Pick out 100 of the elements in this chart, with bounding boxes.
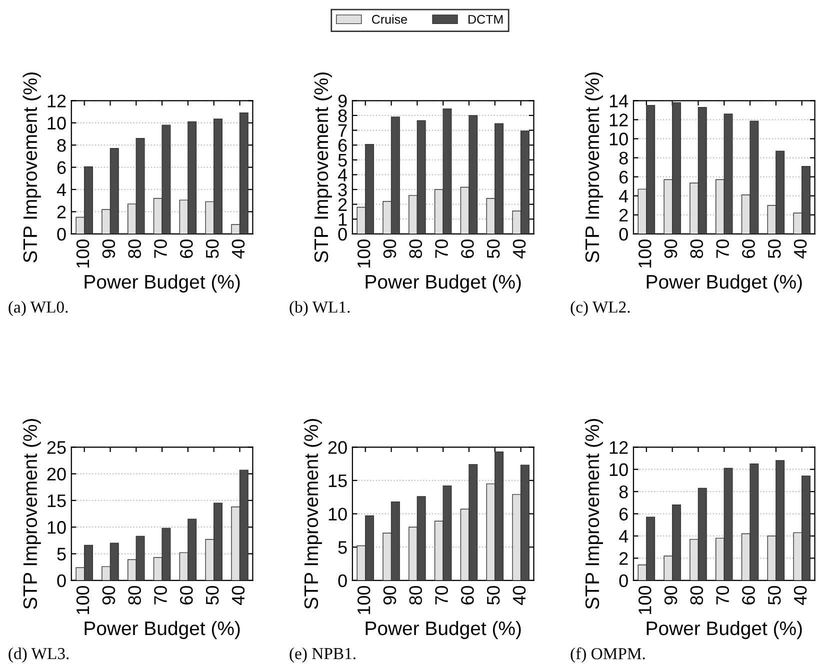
x-tick-label: 60 <box>742 239 755 258</box>
x-axis-title: Power Budget (%) <box>646 620 802 640</box>
y-tick-label: 6 <box>620 508 628 520</box>
y-axis-title: STP Improvement (%) <box>22 418 41 609</box>
y-tick-label: 12 <box>48 94 66 108</box>
y-tick-label: 3 <box>338 183 347 196</box>
x-tick-label: 40 <box>232 586 245 605</box>
legend-label: DCTM <box>468 14 503 24</box>
y-tick-label: 0 <box>338 574 347 588</box>
x-tick-label: 40 <box>232 239 245 258</box>
y-tick-label: 6 <box>57 161 66 174</box>
x-tick-label: 40 <box>512 586 526 605</box>
x-tick-label: 80 <box>128 586 142 605</box>
x-tick-label: 70 <box>435 586 448 604</box>
x-tick-label: 50 <box>486 239 500 258</box>
y-tick-label: 8 <box>57 139 66 152</box>
x-tick-label: 50 <box>206 586 219 605</box>
y-tick-label: 5 <box>338 154 347 167</box>
text: (d) WL3. <box>8 647 69 663</box>
x-tick-label: 70 <box>716 586 729 604</box>
y-tick-label: 10 <box>610 132 628 146</box>
x-tick-label: 90 <box>102 239 116 258</box>
y-tick-label: 9 <box>338 94 347 108</box>
text: (f) OMPM. <box>570 647 645 663</box>
x-tick-label: 90 <box>383 586 396 605</box>
x-tick-label: 60 <box>180 239 193 258</box>
y-tick-label: 8 <box>338 109 347 122</box>
y-tick-label: 2 <box>338 198 347 211</box>
text: (e) NPB1. <box>290 647 356 663</box>
y-axis-title: STP Improvement (%) <box>584 72 603 262</box>
x-tick-label: 60 <box>461 239 474 258</box>
x-axis-title: Power Budget (%) <box>646 274 802 293</box>
x-tick-label: 90 <box>383 239 396 258</box>
y-tick-label: 2 <box>619 208 628 222</box>
y-tick-label: 4 <box>618 530 628 543</box>
x-axis-title: Power Budget (%) <box>366 620 521 640</box>
y-tick-label: 20 <box>47 468 66 481</box>
x-tick-label: 100 <box>638 239 652 268</box>
y-axis-title: STP Improvement (%) <box>314 72 332 262</box>
x-tick-label: 90 <box>102 586 116 605</box>
y-tick-label: 6 <box>338 139 347 152</box>
x-tick-label: 50 <box>768 586 781 605</box>
x-tick-label: 70 <box>435 239 448 258</box>
x-tick-label: 80 <box>128 239 142 258</box>
x-tick-label: 100 <box>76 586 90 614</box>
y-axis-title: STP Improvement (%) <box>304 418 322 609</box>
x-tick-label: 100 <box>638 586 652 614</box>
x-tick-label: 40 <box>794 586 807 605</box>
x-tick-label: 60 <box>461 586 474 604</box>
text: (b) WL1. <box>290 300 350 316</box>
text: (a) WL0. <box>8 300 68 316</box>
x-tick-label: 90 <box>664 239 678 258</box>
x-tick-label: 100 <box>357 239 370 268</box>
y-tick-label: 12 <box>610 441 628 454</box>
y-tick-label: 4 <box>56 184 66 196</box>
y-tick-label: 15 <box>48 494 66 508</box>
y-tick-label: 6 <box>620 170 628 184</box>
y-tick-label: 4 <box>338 168 348 182</box>
x-tick-label: 80 <box>690 239 704 258</box>
y-tick-label: 14 <box>610 94 628 108</box>
x-tick-label: 50 <box>206 239 219 258</box>
x-tick-label: 60 <box>742 586 755 604</box>
x-tick-label: 70 <box>154 586 167 604</box>
y-tick-label: 0 <box>338 228 347 241</box>
x-tick-label: 40 <box>794 239 807 258</box>
x-tick-label: 100 <box>76 239 90 268</box>
y-tick-label: 10 <box>610 463 628 476</box>
y-tick-label: 12 <box>610 114 628 126</box>
y-tick-label: 2 <box>619 552 628 565</box>
y-tick-label: 20 <box>328 441 347 454</box>
x-tick-label: 80 <box>409 586 422 605</box>
y-tick-label: 5 <box>338 541 347 554</box>
x-tick-label: 40 <box>512 239 526 258</box>
x-tick-label: 50 <box>768 239 781 258</box>
y-tick-label: 0 <box>619 574 628 588</box>
x-axis-title: Power Budget (%) <box>366 274 521 293</box>
x-axis-title: Power Budget (%) <box>84 620 240 640</box>
y-tick-label: 10 <box>48 116 66 130</box>
y-tick-label: 8 <box>619 152 628 164</box>
y-tick-label: 10 <box>48 521 66 534</box>
y-tick-label: 4 <box>618 190 628 202</box>
legend-label: Cruise <box>372 14 407 24</box>
y-tick-label: 10 <box>328 508 347 520</box>
x-tick-label: 90 <box>664 586 678 605</box>
y-tick-label: 1 <box>338 213 347 226</box>
x-tick-label: 60 <box>180 586 193 604</box>
y-tick-label: 0 <box>57 574 66 588</box>
x-tick-label: 80 <box>690 586 704 605</box>
y-tick-label: 7 <box>338 124 347 137</box>
x-tick-label: 80 <box>409 239 422 258</box>
y-tick-label: 8 <box>619 486 628 498</box>
x-tick-label: 100 <box>357 586 370 614</box>
x-tick-label: 70 <box>716 239 729 258</box>
y-axis-title: STP Improvement (%) <box>584 418 603 609</box>
y-tick-label: 5 <box>57 548 66 560</box>
y-axis-title: STP Improvement (%) <box>22 72 41 262</box>
x-tick-label: 70 <box>154 239 167 258</box>
x-axis-title: Power Budget (%) <box>84 274 240 293</box>
y-tick-label: 25 <box>47 441 66 454</box>
text: (c) WL2. <box>570 300 630 316</box>
